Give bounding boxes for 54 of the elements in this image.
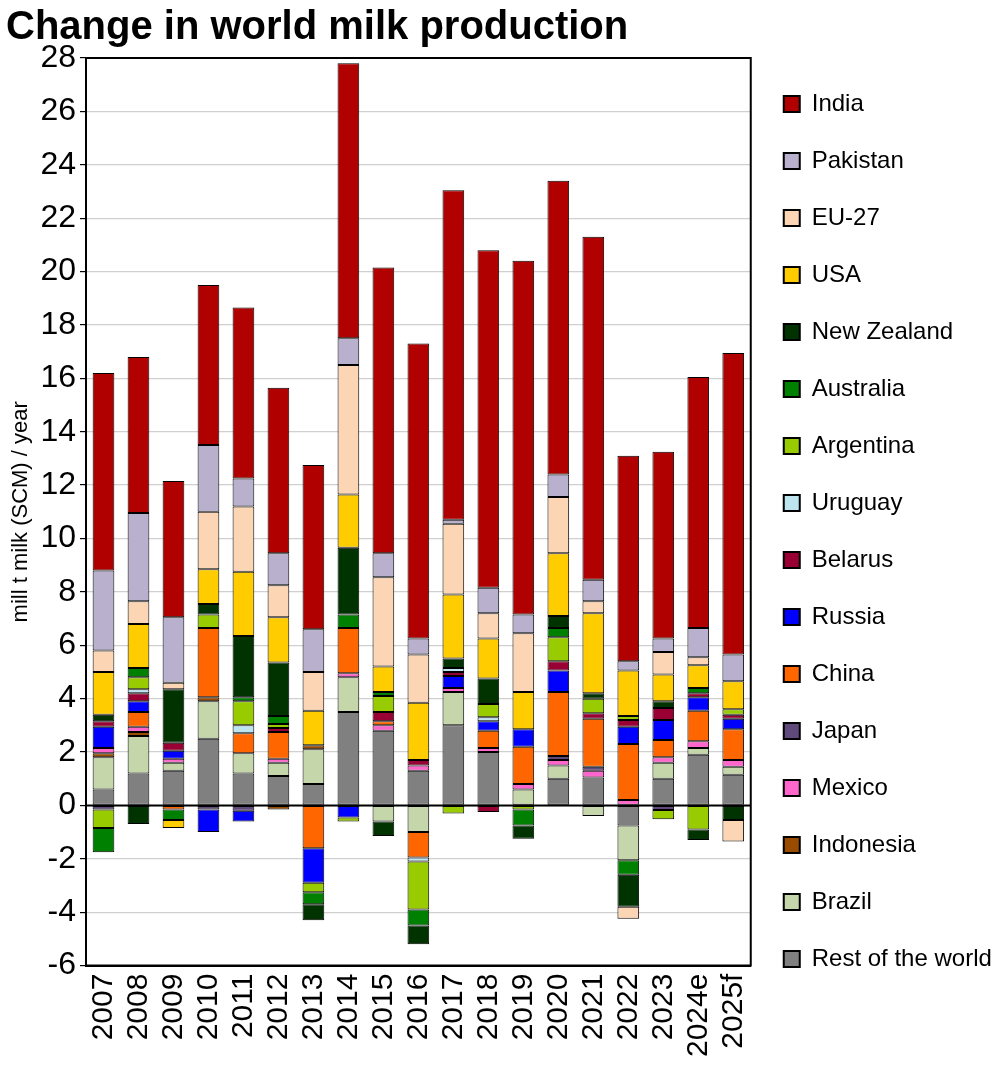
x-tick-label: 2016 <box>399 973 433 1041</box>
legend-label: USA <box>811 259 862 287</box>
y-tick-label: -6 <box>47 945 76 982</box>
y-tick-label: 22 <box>40 197 76 234</box>
x-tick-label: 2010 <box>189 973 223 1041</box>
x-tick-label: 2014 <box>329 973 363 1041</box>
y-tick-label: 10 <box>40 518 76 555</box>
x-tick-label: 2007 <box>84 973 118 1041</box>
x-tick-label: 2013 <box>294 973 328 1041</box>
x-tick-label: 2009 <box>154 973 188 1041</box>
x-tick-label: 2021 <box>574 973 608 1041</box>
y-tick-label: 20 <box>40 251 76 288</box>
x-tick-label: 2022 <box>609 973 643 1041</box>
y-tick-label: 18 <box>40 304 76 341</box>
x-tick-label: 2024e <box>679 973 713 1058</box>
x-tick-label: 2012 <box>259 973 293 1041</box>
legend-label: Australia <box>811 373 906 401</box>
y-tick-label: 26 <box>40 91 76 128</box>
y-tick-label: -4 <box>47 892 76 929</box>
legend-label: Belarus <box>811 544 894 572</box>
x-tick-label: 2019 <box>504 973 538 1041</box>
legend-label: EU-27 <box>811 202 880 230</box>
legend-label: Pakistan <box>811 145 904 173</box>
chart-title: Change in world milk production <box>6 3 629 48</box>
y-tick-label: 16 <box>40 358 76 395</box>
x-tick-label: 2025f <box>714 972 748 1049</box>
x-tick-label: 2017 <box>434 973 468 1041</box>
legend-label: Brazil <box>811 886 872 914</box>
y-axis-title: mill t milk (SCM) / year <box>7 401 33 623</box>
x-tick-label: 2008 <box>119 973 153 1041</box>
x-tick-label: 2018 <box>469 973 503 1041</box>
y-tick-label: 8 <box>58 571 76 608</box>
x-tick-label: 2023 <box>644 973 678 1041</box>
legend-label: Rest of the world <box>811 943 992 971</box>
legend-label: India <box>811 88 865 116</box>
legend-label: Argentina <box>811 430 916 458</box>
legend-label: New Zealand <box>811 316 954 344</box>
y-tick-label: 2 <box>58 731 76 768</box>
y-tick-label: 14 <box>40 411 76 448</box>
legend-label: Uruguay <box>811 487 903 515</box>
legend-label: China <box>811 658 876 686</box>
legend-label: Russia <box>811 601 886 629</box>
x-tick-label: 2020 <box>539 973 573 1041</box>
y-tick-label: -2 <box>47 838 76 875</box>
y-tick-label: 0 <box>58 785 76 822</box>
legend-label: Mexico <box>811 772 888 800</box>
y-tick-label: 12 <box>40 464 76 501</box>
x-tick-label: 2015 <box>364 973 398 1041</box>
legend-label: Japan <box>811 715 878 743</box>
legend-label: Indonesia <box>811 829 917 857</box>
y-tick-label: 24 <box>40 144 76 181</box>
y-tick-label: 6 <box>58 625 76 662</box>
y-tick-label: 4 <box>58 678 76 715</box>
x-tick-label: 2011 <box>224 973 258 1039</box>
